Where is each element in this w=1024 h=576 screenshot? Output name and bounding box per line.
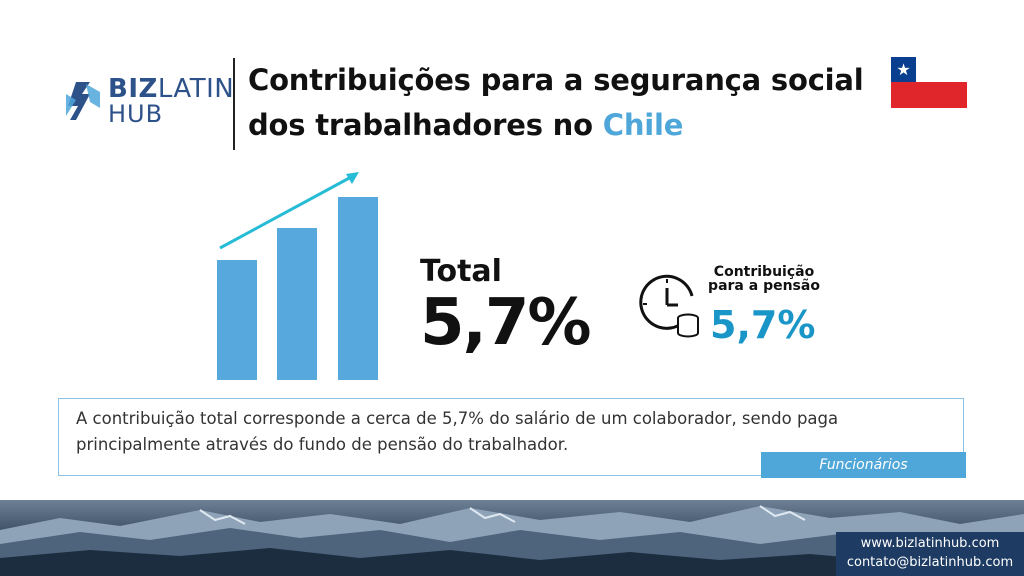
flag-blue-canton (891, 57, 916, 82)
title-line-1: Contribuições para a segurança social (248, 63, 864, 97)
logo-wordmark: BIZLATIN (108, 74, 234, 104)
total-value: 5,7% (420, 286, 591, 360)
pension-label: Contribuição para a pensão (704, 265, 824, 293)
mountain-landscape-image (0, 505, 1024, 576)
total-label: Total (420, 254, 502, 289)
logo-hub-text: HUB (108, 100, 164, 128)
growth-bar-1 (217, 260, 257, 380)
flag-red-stripe (891, 82, 967, 108)
header-divider (233, 58, 235, 150)
chile-flag-icon: ★ (891, 57, 967, 108)
website-link[interactable]: www.bizlatinhub.com (860, 536, 1000, 551)
pension-value: 5,7% (710, 303, 816, 347)
note-tag: Funcionários (761, 452, 966, 478)
logo-mark-icon (66, 82, 100, 120)
email-link[interactable]: contato@bizlatinhub.com (846, 555, 1014, 570)
clock-coins-icon (639, 274, 699, 338)
growth-bar-3 (338, 197, 378, 380)
logo-latin-text: LATIN (157, 74, 235, 104)
pension-label-line-1: Contribuição (713, 264, 815, 280)
bizlatinhub-logo: BIZLATIN HUB (60, 74, 234, 130)
contact-box (836, 532, 1024, 576)
title-line-2-prefix: dos trabalhadores no (248, 108, 603, 142)
page-title: Contribuições para a segurança social do… (248, 58, 878, 148)
title-line-2: dos trabalhadores no Chile (248, 103, 878, 148)
trend-arrow-icon (219, 172, 359, 250)
flag-star-icon: ★ (896, 60, 911, 79)
pension-label-line-2: para a pensão (708, 278, 820, 294)
note-text: A contribuição total corresponde a cerca… (76, 409, 839, 454)
note-box (58, 398, 964, 476)
growth-bar-2 (277, 228, 317, 380)
logo-biz-text: BIZ (108, 74, 158, 104)
title-country: Chile (602, 108, 684, 142)
